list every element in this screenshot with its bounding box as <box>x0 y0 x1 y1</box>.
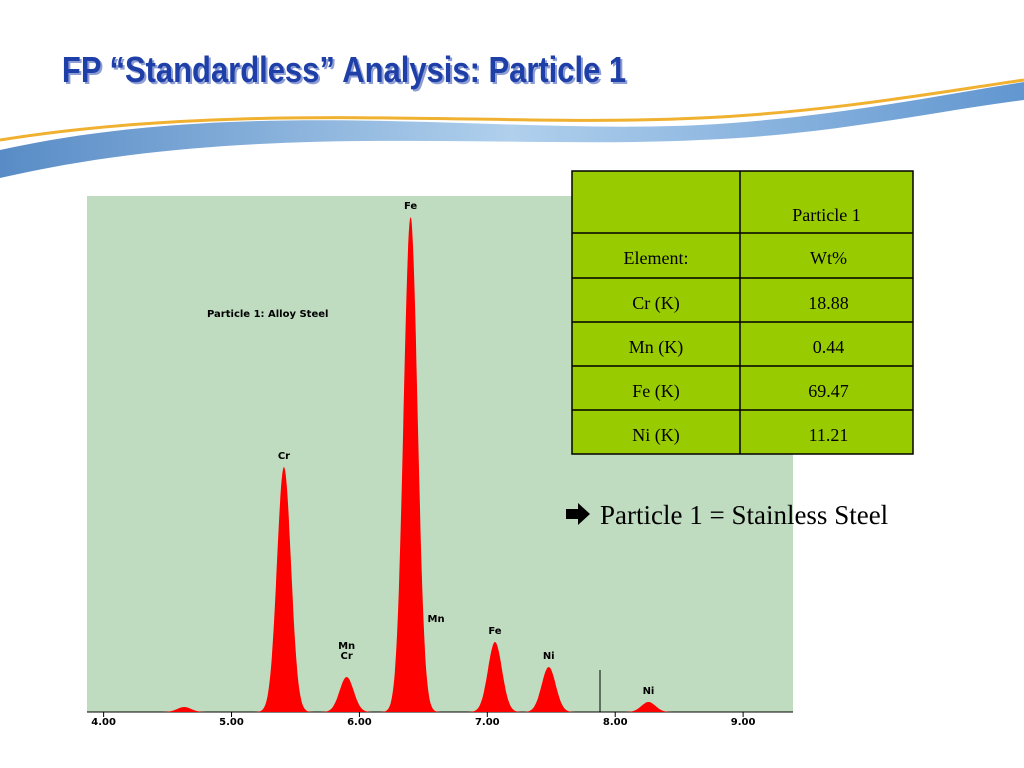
table-cell: 0.44 <box>813 337 845 357</box>
peak-label: Fe <box>404 201 417 212</box>
peak <box>311 677 382 712</box>
peak <box>248 467 320 712</box>
table-cell: Ni (K) <box>632 425 680 446</box>
x-tick-label: 6.00 <box>347 717 372 728</box>
peak-label: Mn <box>338 641 355 652</box>
x-tick-label: 8.00 <box>603 717 628 728</box>
peak <box>513 667 584 712</box>
title-shadow: FP “Standardless” Analysis: Particle 1 <box>64 53 628 93</box>
title: FP “Standardless” Analysis: Particle 1 <box>62 51 626 91</box>
table-bg <box>571 170 914 455</box>
table-cell: Element: <box>624 248 689 268</box>
axis-strip <box>87 712 793 733</box>
peak <box>149 707 220 712</box>
arrow <box>566 503 590 525</box>
x-tick-label: 5.00 <box>219 717 244 728</box>
peak-label: Ni <box>543 651 555 662</box>
table-cell: Cr (K) <box>632 293 680 314</box>
peak <box>613 702 684 712</box>
x-tick-label: 9.00 <box>731 717 756 728</box>
peak <box>375 217 446 712</box>
table-cell: 18.88 <box>808 293 849 313</box>
table-cell: Fe (K) <box>632 381 680 402</box>
peak <box>459 642 531 712</box>
peak-label: Cr <box>278 451 290 462</box>
peak-label: Mn <box>428 614 445 625</box>
conclusion: Particle 1 = Stainless Steel <box>600 500 888 530</box>
x-tick-label: 4.00 <box>91 717 116 728</box>
swoosh <box>0 82 1024 178</box>
table-cell: Wt% <box>810 248 847 268</box>
peak-label: Fe <box>488 626 501 637</box>
x-tick-label: 7.00 <box>475 717 500 728</box>
annotation: Particle 1: Alloy Steel <box>207 309 328 320</box>
table-cell: 11.21 <box>809 425 849 445</box>
table-header: Particle 1 <box>792 205 860 225</box>
table-cell: Mn (K) <box>629 337 684 358</box>
table: Particle 1 Element: Wt% Cr (K) 18.88 Mn (K) 0.… <box>571 170 914 455</box>
peak-label: Ni <box>643 686 655 697</box>
table-cell: 69.47 <box>808 381 849 401</box>
peak-label: Cr <box>340 651 352 662</box>
swoosh-line <box>0 78 1024 142</box>
